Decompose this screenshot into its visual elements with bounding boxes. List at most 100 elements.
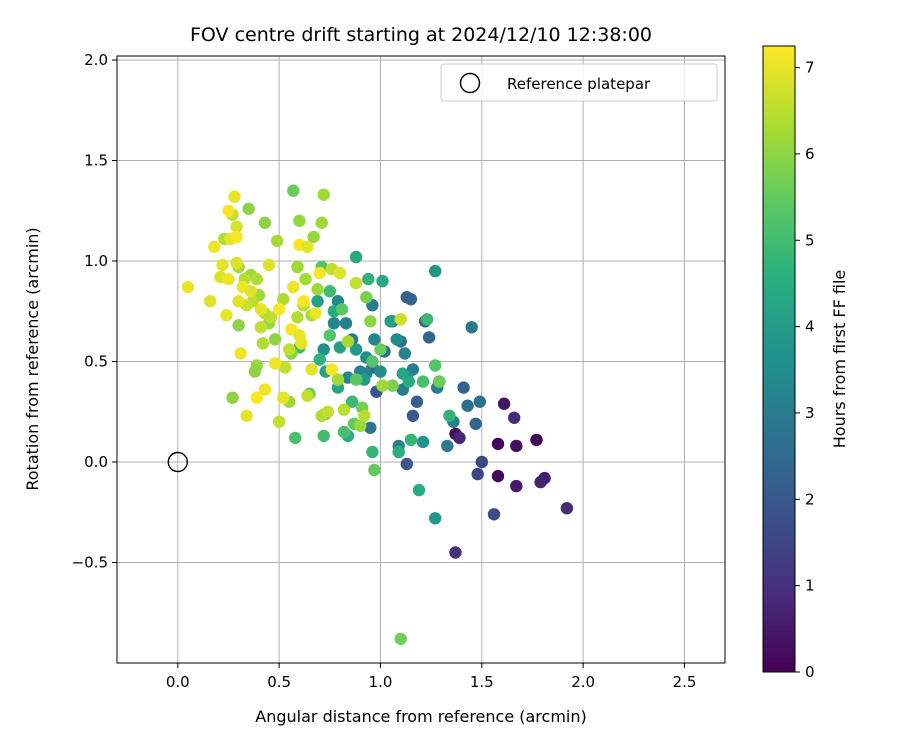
data-point <box>289 431 302 445</box>
data-point <box>230 220 243 233</box>
data-point <box>297 295 310 308</box>
data-point <box>222 272 235 286</box>
data-point <box>293 214 306 227</box>
data-point <box>327 317 341 330</box>
data-point <box>277 391 290 404</box>
y-tick-label: 2.0 <box>84 51 108 69</box>
data-point <box>272 303 286 316</box>
data-point <box>429 512 442 525</box>
data-point <box>510 479 523 493</box>
data-point <box>272 415 286 428</box>
data-point <box>317 429 330 443</box>
data-point <box>410 395 424 408</box>
y-tick-label: 0.5 <box>84 353 108 371</box>
data-point <box>457 381 470 394</box>
data-point <box>279 361 292 374</box>
data-point <box>250 272 263 286</box>
data-point <box>429 359 442 372</box>
data-point <box>376 274 389 288</box>
data-point <box>315 216 328 229</box>
x-tick-label: 1.0 <box>369 673 393 691</box>
data-point <box>295 337 308 350</box>
data-point <box>321 405 334 418</box>
data-point <box>416 435 430 449</box>
data-point <box>404 433 418 447</box>
data-point <box>220 309 233 322</box>
data-point <box>216 258 229 272</box>
y-tick-label: 1.5 <box>84 152 108 170</box>
data-point <box>420 313 434 326</box>
data-point <box>487 508 501 521</box>
data-point <box>422 331 436 344</box>
data-point <box>374 343 387 356</box>
data-point <box>311 295 324 308</box>
colorbar-tick-label: 4 <box>805 318 815 336</box>
data-point <box>313 266 326 280</box>
x-tick-label: 2.5 <box>673 673 697 691</box>
data-point <box>240 409 253 422</box>
legend-label-reference: Reference platepar <box>507 75 651 93</box>
colorbar: 0 1 2 3 4 5 6 7 Hours from first FF file <box>762 45 849 681</box>
colorbar-gradient <box>763 46 795 672</box>
data-point <box>465 321 478 334</box>
data-point <box>301 389 314 402</box>
data-point <box>331 373 345 386</box>
data-point <box>277 293 290 306</box>
data-point <box>360 291 373 304</box>
data-point <box>230 230 243 244</box>
data-point <box>396 367 409 380</box>
x-tick-label: 0.0 <box>166 673 190 691</box>
data-point <box>491 437 505 451</box>
data-point <box>560 502 574 515</box>
data-point <box>390 333 403 346</box>
data-point <box>398 347 411 360</box>
data-point <box>268 357 282 370</box>
data-point <box>364 315 377 328</box>
data-point <box>364 421 377 434</box>
data-point <box>374 365 387 378</box>
data-point <box>291 311 304 324</box>
data-point <box>204 295 217 308</box>
data-point <box>313 353 326 366</box>
x-tick-label: 2.0 <box>571 673 595 691</box>
data-point <box>400 291 413 304</box>
data-point <box>366 445 379 459</box>
x-axis-ticks: 0.0 0.5 1.0 1.5 2.0 2.5 <box>166 663 697 691</box>
colorbar-frame <box>762 45 796 673</box>
data-point <box>305 363 318 376</box>
y-axis-label: Rotation from reference (arcmin) <box>23 227 42 490</box>
data-point <box>510 439 523 453</box>
data-point <box>345 395 359 408</box>
x-tick-label: 1.5 <box>470 673 494 691</box>
data-point <box>268 333 282 346</box>
data-point <box>508 411 521 424</box>
data-point <box>262 258 276 272</box>
data-point <box>349 276 363 290</box>
reference-point <box>167 451 189 473</box>
colorbar-tick-label: 0 <box>805 663 815 681</box>
data-point <box>337 425 351 439</box>
colorbar-ticks: 0 1 2 3 4 5 6 7 <box>795 59 815 681</box>
data-point <box>258 216 272 229</box>
data-point <box>317 188 330 201</box>
data-point <box>384 315 397 328</box>
data-point <box>181 280 195 294</box>
data-point <box>354 419 367 432</box>
data-point <box>226 391 239 404</box>
data-point <box>349 373 363 386</box>
data-point <box>311 283 324 296</box>
data-point <box>349 343 363 356</box>
data-point <box>443 409 456 422</box>
data-point <box>386 379 399 392</box>
legend-marker-reference <box>459 72 481 94</box>
data-point <box>406 409 420 422</box>
colorbar-tick-label: 7 <box>805 59 815 77</box>
data-point <box>453 431 466 445</box>
data-point <box>335 303 349 316</box>
data-point <box>258 383 272 396</box>
data-point <box>307 230 320 244</box>
data-point <box>208 240 221 254</box>
data-point <box>242 202 255 215</box>
data-point <box>301 240 314 254</box>
